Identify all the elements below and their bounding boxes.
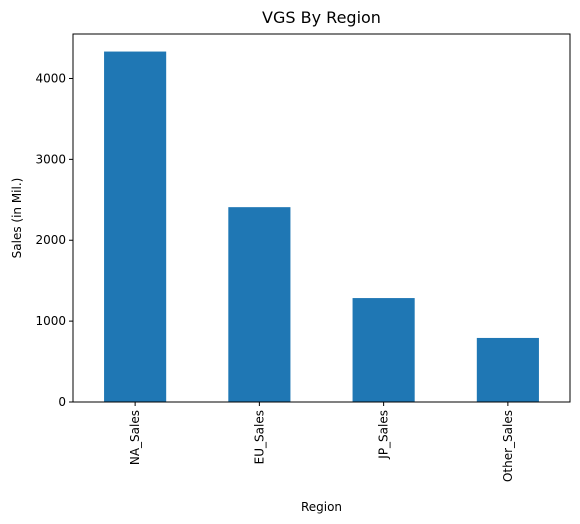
x-tick-label: Other_Sales [501, 410, 515, 482]
y-tick-label: 3000 [35, 152, 66, 166]
plot-area-frame [72, 33, 571, 403]
bar-other-sales [476, 337, 539, 402]
y-tick-label: 0 [58, 395, 66, 409]
y-axis-label: Sales (in Mil.) [10, 178, 24, 259]
y-tick-label: 2000 [35, 233, 66, 247]
y-tick-label: 1000 [35, 314, 66, 328]
x-axis: NA_Sales EU_Sales JP_Sales Other_Sales [128, 402, 515, 482]
y-tick-label: 4000 [35, 71, 66, 85]
x-tick-label: NA_Sales [128, 410, 142, 465]
chart-title: VGS By Region [262, 8, 381, 27]
x-tick-label: JP_Sales [377, 410, 391, 460]
bars-group [104, 51, 539, 402]
bar-jp-sales [352, 298, 415, 402]
bar-eu-sales [228, 207, 291, 402]
y-axis: 0 1000 2000 3000 4000 [35, 71, 73, 409]
x-axis-label: Region [301, 500, 342, 514]
bar-na-sales [104, 51, 167, 402]
x-tick-label: EU_Sales [252, 410, 266, 464]
